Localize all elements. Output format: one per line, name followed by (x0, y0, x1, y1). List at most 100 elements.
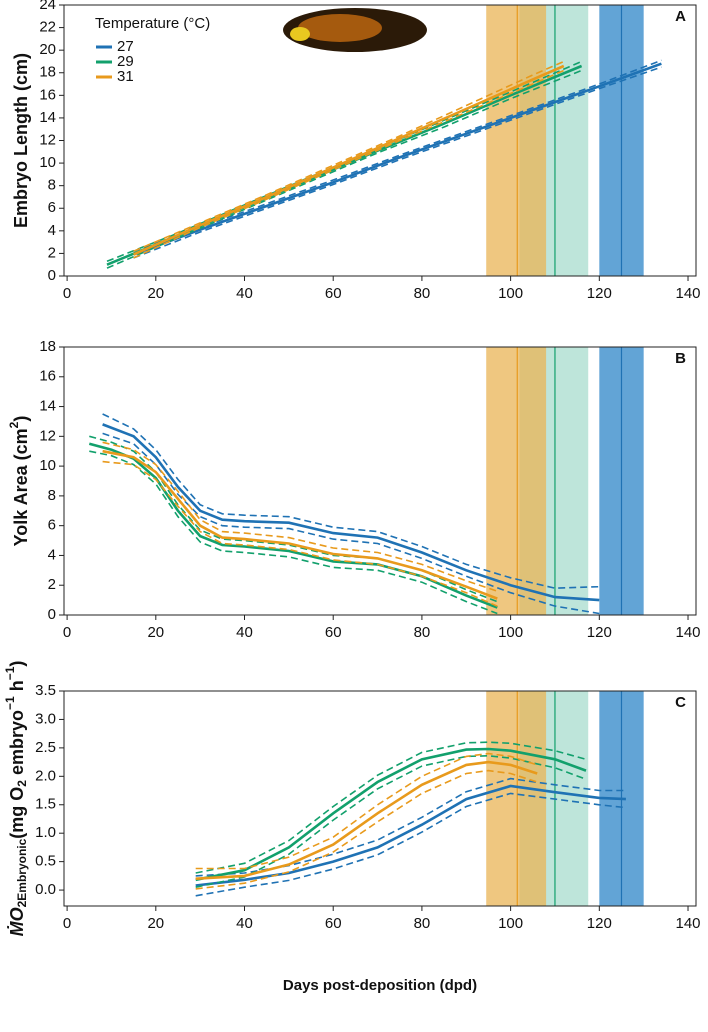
x-tick-label: 140 (676, 624, 701, 641)
y-axis-label: Yolk Area (cm2) (7, 416, 31, 547)
y-axis-label: Embryo Length (cm) (11, 53, 31, 228)
y-tick-label: 10 (39, 457, 56, 474)
x-tick-label: 100 (498, 285, 523, 302)
plot-frame (63, 690, 697, 907)
ci-lower (133, 69, 565, 259)
y-tick-label: 2 (48, 244, 56, 261)
hatch-window (486, 5, 547, 276)
x-tick-label: 20 (147, 285, 164, 302)
x-tick-label: 40 (236, 915, 253, 932)
y-tick-label: 3.5 (35, 682, 56, 699)
y-label-part: h (7, 680, 27, 696)
legend-entry: 31 (117, 68, 134, 85)
x-tick-label: 20 (147, 624, 164, 641)
y-tick-label: 0.0 (35, 881, 56, 898)
x-tick-label: 40 (236, 285, 253, 302)
y-tick-label: 4 (48, 222, 56, 239)
y-label-part: 2 (15, 780, 29, 787)
x-tick-label: 80 (414, 285, 431, 302)
y-tick-label: 22 (39, 19, 56, 36)
hatch-window (486, 347, 547, 615)
y-tick-label: 6 (48, 517, 56, 534)
y-tick-label: 4 (48, 546, 56, 563)
egg-inset (283, 8, 427, 52)
y-tick-label: 16 (39, 368, 56, 385)
panel-label: A (675, 8, 686, 25)
y-tick-label: 8 (48, 177, 56, 194)
ci-upper (195, 752, 538, 870)
y-tick-label: 14 (39, 109, 56, 126)
fit-line (102, 449, 498, 600)
y-label-part: ṀO (7, 907, 27, 936)
x-tick-label: 120 (587, 915, 612, 932)
y-tick-label: 12 (39, 427, 56, 444)
legend-entry: 29 (117, 53, 134, 70)
y-label-part: Embryo Length (cm) (11, 53, 31, 228)
fit-line (195, 760, 538, 880)
ci-lower (195, 792, 626, 897)
x-tick-label: 80 (414, 915, 431, 932)
y-tick-label: 12 (39, 131, 56, 148)
x-tick-label: 20 (147, 915, 164, 932)
y-label-part: ) (7, 661, 27, 667)
x-tick-label: 120 (587, 624, 612, 641)
y-tick-label: 2.0 (35, 767, 56, 784)
x-tick-label: 140 (676, 285, 701, 302)
y-tick-label: 8 (48, 487, 56, 504)
y-tick-label: 16 (39, 86, 56, 103)
x-tick-label: 60 (325, 915, 342, 932)
y-axis-label: ṀO2Embryonic(mg O2 embryo−1 h−1) (3, 661, 29, 937)
y-tick-label: 24 (39, 0, 56, 13)
y-label-part: −1 (3, 666, 17, 680)
x-tick-label: 120 (587, 285, 612, 302)
ci-upper (133, 60, 565, 252)
legend-title: Temperature (°C) (95, 15, 210, 32)
panel-label: C (675, 694, 686, 711)
y-tick-label: 6 (48, 199, 56, 216)
ci-lower (102, 460, 498, 607)
ci-lower (133, 66, 662, 259)
fit-line (195, 747, 587, 882)
y-tick-label: 1.5 (35, 796, 56, 813)
y-tick-label: 20 (39, 41, 56, 58)
x-tick-label: 60 (325, 285, 342, 302)
fit-line (133, 62, 662, 256)
y-tick-label: 18 (39, 338, 56, 355)
y-tick-label: 0 (48, 606, 56, 623)
y-label-part: 2 (7, 421, 21, 428)
y-label-part: ) (11, 416, 31, 422)
x-tick-label: 100 (498, 915, 523, 932)
y-label-part: embryo (7, 710, 27, 780)
x-tick-label: 140 (676, 915, 701, 932)
ci-lower (102, 432, 600, 615)
fit-line (102, 423, 600, 602)
y-label-part: 2Embryonic (15, 838, 29, 907)
y-tick-label: 10 (39, 154, 56, 171)
ci-upper (195, 741, 587, 874)
y-tick-label: 2.5 (35, 739, 56, 756)
x-tick-label: 60 (325, 624, 342, 641)
hatch-window (486, 691, 547, 906)
x-axis-label: Days post-deposition (dpd) (283, 977, 477, 994)
y-label-part: Yolk Area (cm (11, 428, 31, 546)
ci-lower (89, 450, 498, 615)
y-tick-label: 0 (48, 267, 56, 284)
ci-upper (102, 441, 498, 592)
fit-line (133, 64, 565, 256)
ci-lower (195, 769, 538, 890)
ci-lower (195, 754, 587, 888)
x-tick-label: 0 (63, 285, 71, 302)
x-tick-label: 0 (63, 624, 71, 641)
x-tick-label: 40 (236, 624, 253, 641)
y-tick-label: 14 (39, 398, 56, 415)
y-label-part: (mg O (7, 787, 27, 839)
y-tick-label: 18 (39, 64, 56, 81)
legend-entry: 27 (117, 38, 134, 55)
y-label-part: −1 (3, 696, 17, 710)
ci-upper (102, 413, 600, 590)
x-tick-label: 100 (498, 624, 523, 641)
x-tick-label: 0 (63, 915, 71, 932)
panel-label: B (675, 350, 686, 367)
